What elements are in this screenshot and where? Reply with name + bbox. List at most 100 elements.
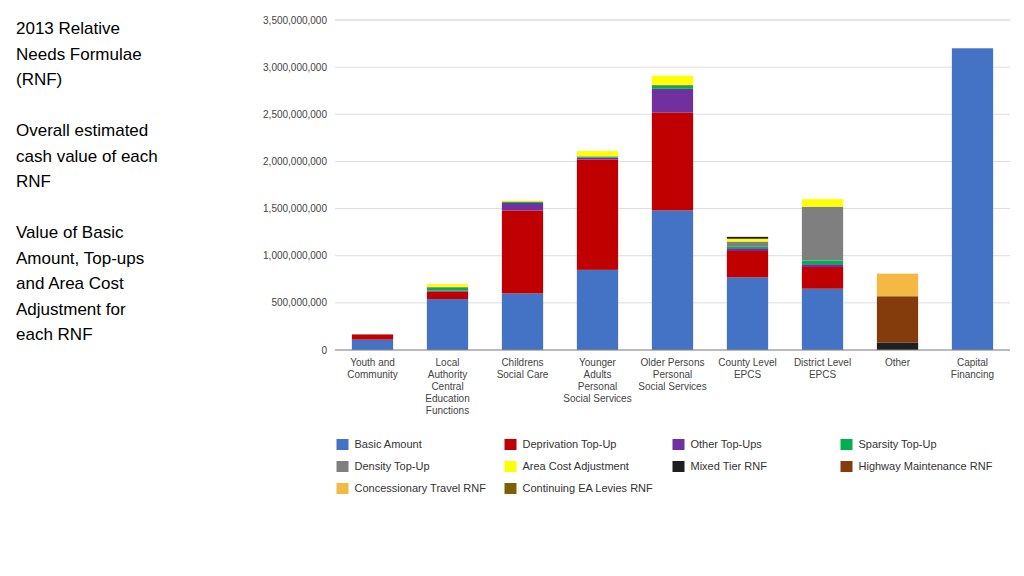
x-tick-label: District LevelEPCS — [794, 357, 851, 380]
bar-segment — [427, 284, 468, 285]
bar-segment — [502, 203, 543, 211]
legend-swatch — [337, 439, 349, 450]
bar-segment — [727, 277, 768, 350]
legend-label: Sparsity Top-Up — [859, 438, 937, 450]
bar-segment — [577, 158, 618, 160]
bar-segment — [802, 199, 843, 200]
grid-line — [335, 350, 1010, 351]
bar-segment — [877, 274, 918, 297]
legend-swatch — [337, 461, 349, 472]
x-tick-line: County Level — [718, 357, 776, 368]
bar-segment — [952, 48, 993, 49]
x-tick-line: Local — [436, 357, 460, 368]
bar-segment — [802, 199, 843, 200]
bar-segment — [577, 160, 618, 270]
legend-label: Area Cost Adjustment — [523, 460, 629, 472]
legend-label: Other Top-Ups — [691, 438, 763, 450]
bar-segment — [727, 248, 768, 251]
bar-segment — [652, 76, 693, 85]
bar-segment — [427, 284, 468, 285]
legend: Basic AmountDeprivation Top-UpOther Top-… — [337, 438, 993, 494]
legend-swatch — [505, 461, 517, 472]
bar-segment — [952, 48, 993, 49]
x-tick-line: Childrens — [501, 357, 543, 368]
x-tick-line: Financing — [951, 369, 994, 380]
bar-segment — [727, 236, 768, 237]
bar-segment — [352, 340, 393, 350]
bar-segment — [352, 334, 393, 339]
bar-segment — [727, 246, 768, 248]
bar-segment — [577, 151, 618, 152]
series — [352, 112, 843, 339]
bar-segment — [652, 210, 693, 350]
legend-swatch — [673, 439, 685, 450]
bar-segment — [802, 199, 843, 200]
series — [877, 296, 918, 342]
x-tick-label: Older PersonsPersonalSocial Services — [638, 357, 706, 392]
x-tick-line: Social Services — [638, 381, 706, 392]
bar-segment — [577, 151, 618, 156]
bar-segment — [727, 237, 768, 239]
y-axis: 0500,000,0001,000,000,0001,500,000,0002,… — [263, 15, 1010, 356]
x-tick-line: Younger — [579, 357, 617, 368]
y-tick-label: 500,000,000 — [271, 297, 327, 308]
bar-segment — [502, 210, 543, 293]
series — [727, 237, 918, 350]
x-tick-line: Functions — [426, 405, 469, 416]
bar-segment — [502, 200, 543, 201]
bar-segment — [952, 48, 993, 49]
y-tick-label: 2,000,000,000 — [263, 156, 327, 167]
bar-segment — [952, 48, 993, 350]
bar-segment — [802, 199, 843, 200]
legend-label: Deprivation Top-Up — [523, 438, 617, 450]
bar-segment — [652, 75, 693, 76]
bar-segment — [577, 270, 618, 350]
bar-segment — [802, 207, 843, 261]
bar-segment — [577, 156, 618, 158]
bar-segment — [352, 334, 393, 335]
bar-segment — [877, 342, 918, 350]
title: 2013 RelativeNeeds Formulae(RNF)Overall … — [16, 19, 158, 344]
grid-line — [335, 67, 1010, 68]
y-tick-label: 1,500,000,000 — [263, 203, 327, 214]
bar-segment — [727, 251, 768, 277]
x-tick-line: Other — [885, 357, 911, 368]
bar-segment — [877, 273, 918, 274]
bar-segment — [352, 334, 393, 335]
legend-label: Density Top-Up — [355, 460, 430, 472]
x-tick-line: Adults — [584, 369, 612, 380]
bars — [352, 48, 993, 350]
legend-swatch — [673, 461, 685, 472]
bar-segment — [952, 48, 993, 49]
x-tick-label: Youth andCommunity — [347, 357, 398, 380]
x-tick-label: Other — [885, 357, 911, 368]
x-tick-label: CapitalFinancing — [951, 357, 994, 380]
legend-swatch — [505, 483, 517, 494]
legend-label: Mixed Tier RNF — [691, 460, 768, 472]
bar-segment — [427, 284, 468, 285]
x-tick-label: YoungerAdultsPersonalSocial Services — [563, 357, 631, 404]
bar-segment — [952, 48, 993, 49]
x-tick-line: Authority — [428, 369, 467, 380]
bar-segment — [652, 112, 693, 210]
y-range-top — [335, 20, 1010, 21]
x-tick-line: Youth and — [350, 357, 395, 368]
bar-segment — [952, 48, 993, 49]
x-tick-line: EPCS — [809, 369, 837, 380]
title-line: 2013 Relative — [16, 19, 120, 38]
title-line: and Area Cost — [16, 274, 124, 293]
bar-segment — [502, 201, 543, 203]
bar-segment — [802, 267, 843, 289]
title-line: Overall estimated — [16, 121, 148, 140]
x-tick-line: Social Care — [497, 369, 549, 380]
bar-segment — [727, 242, 768, 247]
bar-segment — [352, 334, 393, 335]
bar-segment — [727, 239, 768, 242]
chart: 2013 RelativeNeeds Formulae(RNF)Overall … — [0, 0, 1024, 576]
bar-segment — [502, 293, 543, 350]
bar-segment — [502, 200, 543, 201]
y-tick-label: 3,000,000,000 — [263, 62, 327, 73]
bar-segment — [577, 151, 618, 152]
bar-segment — [427, 299, 468, 350]
x-tick-line: Older Persons — [641, 357, 705, 368]
